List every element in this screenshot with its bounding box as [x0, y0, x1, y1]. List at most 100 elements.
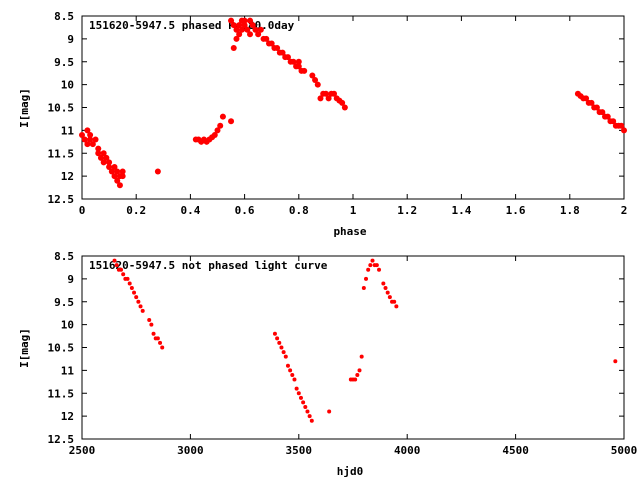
- y-tick-label: 11: [61, 364, 75, 377]
- data-point: [288, 368, 293, 373]
- data-point: [108, 168, 115, 175]
- data-point: [593, 104, 600, 111]
- data-point: [621, 127, 627, 134]
- data-point: [230, 45, 237, 52]
- data-point: [147, 318, 152, 323]
- data-point: [136, 299, 141, 304]
- data-point: [236, 22, 243, 29]
- legend-title-unphased: 151620-5947.5 not phased light curve: [89, 259, 328, 272]
- data-point: [305, 409, 310, 414]
- data-point: [355, 372, 360, 377]
- data-point: [368, 263, 373, 268]
- data-point: [301, 67, 308, 74]
- data-point: [610, 118, 617, 125]
- data-point: [301, 400, 306, 405]
- data-point: [588, 99, 595, 106]
- data-point: [129, 286, 134, 291]
- data-point: [275, 336, 280, 341]
- data-point: [247, 17, 254, 24]
- data-point: [381, 281, 386, 286]
- data-point: [255, 31, 262, 38]
- data-point: [114, 168, 121, 175]
- data-point: [125, 276, 130, 281]
- data-point: [281, 350, 286, 355]
- x-tick-label: 0.4: [180, 204, 200, 217]
- data-point: [387, 295, 392, 300]
- data-point: [233, 35, 240, 42]
- data-point: [140, 308, 145, 313]
- data-point: [228, 118, 235, 125]
- data-point: [87, 131, 94, 138]
- data-point: [272, 331, 277, 336]
- data-point: [233, 26, 240, 33]
- x-tick-label: 0: [79, 204, 86, 217]
- data-point: [618, 122, 625, 129]
- x-tick-label: 4500: [502, 444, 529, 457]
- data-point: [353, 377, 358, 382]
- data-point: [357, 368, 362, 373]
- data-point: [385, 290, 390, 295]
- y-tick-label: 11.5: [48, 147, 75, 160]
- data-point: [238, 26, 245, 33]
- data-point: [327, 409, 332, 414]
- data-point: [277, 340, 282, 345]
- data-point: [322, 90, 329, 97]
- data-point: [158, 340, 163, 345]
- data-point: [279, 345, 284, 350]
- data-point: [121, 272, 126, 277]
- data-point: [138, 304, 143, 309]
- data-point: [325, 95, 332, 102]
- data-point: [100, 159, 107, 166]
- data-point: [100, 150, 107, 157]
- y-tick-label: 12.5: [48, 193, 75, 206]
- data-point: [309, 418, 314, 423]
- data-point: [79, 131, 85, 138]
- x-tick-label: 1.2: [397, 204, 417, 217]
- data-point: [127, 281, 132, 286]
- data-point: [283, 354, 288, 359]
- data-point: [154, 168, 161, 175]
- data-point: [252, 26, 259, 33]
- x-tick-label: 2: [621, 204, 628, 217]
- data-point: [274, 45, 281, 52]
- data-point: [370, 258, 375, 263]
- data-point: [359, 354, 364, 359]
- y-tick-label: 12.5: [48, 433, 75, 446]
- data-point: [341, 104, 348, 111]
- x-tick-label: 4000: [394, 444, 421, 457]
- data-point: [214, 127, 221, 134]
- y-tick-label: 8.5: [54, 10, 74, 23]
- data-point: [119, 168, 126, 175]
- data-point: [219, 113, 226, 120]
- data-point: [217, 122, 224, 129]
- data-point: [81, 136, 88, 143]
- data-point: [106, 159, 113, 166]
- data-point: [160, 345, 165, 350]
- data-point: [241, 17, 248, 24]
- data-point: [290, 58, 297, 65]
- data-point: [114, 263, 119, 268]
- points-unphased: [112, 258, 618, 423]
- data-point: [279, 49, 286, 56]
- data-point: [285, 363, 290, 368]
- data-point: [599, 109, 606, 116]
- y-tick-label: 10.5: [48, 102, 75, 115]
- x-tick-label: 1.8: [560, 204, 580, 217]
- y-axis-label-phased: I[mag]: [18, 88, 31, 128]
- ticks-unphased: 2500 3000 3500 4000 4500 5000 8.5 9 9.5 10 10.5 11 1…: [48, 250, 638, 457]
- x-tick-label: 0.6: [235, 204, 255, 217]
- data-point: [303, 404, 308, 409]
- data-point: [111, 173, 118, 180]
- plot-frame-phased: [81, 15, 625, 200]
- x-tick-label: 3500: [286, 444, 313, 457]
- data-point: [604, 113, 611, 120]
- x-tick-label: 1.6: [506, 204, 526, 217]
- data-point: [331, 90, 338, 97]
- data-point: [317, 95, 324, 102]
- data-point: [583, 95, 590, 102]
- data-point: [89, 141, 96, 148]
- data-point: [119, 267, 124, 272]
- data-point: [95, 150, 102, 157]
- data-point: [290, 372, 295, 377]
